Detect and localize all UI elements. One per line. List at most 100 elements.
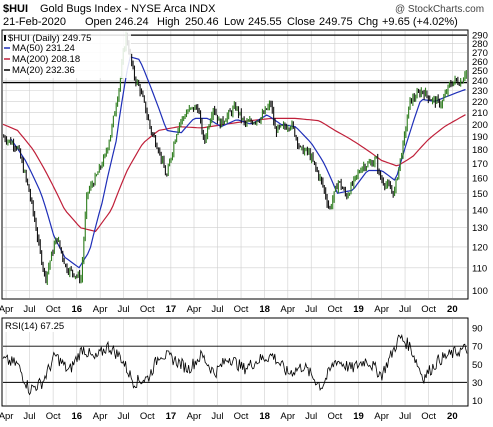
ma200-line <box>2 114 466 233</box>
price-tick-label: 130 <box>472 223 488 234</box>
x-tick-label: Jul <box>23 411 35 422</box>
rsi-tick-label: 70 <box>472 342 483 353</box>
ma50-line-group <box>10 56 466 269</box>
symbol-label: $HUI <box>3 3 28 15</box>
legend-label: MA(20) 232.36 <box>12 65 75 76</box>
price-tick-label: 180 <box>472 145 488 156</box>
rsi-label: RSI(14) 67.25 <box>5 321 64 332</box>
rsi-tick-label: 10 <box>472 396 483 407</box>
x-tick-label: Oct <box>421 411 436 422</box>
x-axis-top: Apr Jul Oct 16 Apr Jul Oct 17 Apr Jul Oct 18 Apr Jul O… <box>0 304 458 315</box>
rsi-tick-label: 30 <box>472 378 483 389</box>
price-panel: 1001101201301401501601701801902002102202… <box>1 29 488 300</box>
price-tick-label: 200 <box>472 120 488 131</box>
x-axis-bottom: Apr Jul Oct 16 Apr Jul Oct 17 Apr Jul Oct 18 Apr Jul O… <box>0 411 458 422</box>
x-tick-label: Oct <box>140 411 155 422</box>
open-label: Open <box>85 16 112 28</box>
rsi-reference-lines <box>3 345 467 383</box>
legend-item-price: $HUI (Daily) 249.75 <box>4 33 91 44</box>
price-tick-label: 170 <box>472 159 488 170</box>
price-tick-label: 120 <box>472 242 488 253</box>
x-tick-label: Jul <box>117 411 129 422</box>
x-tick-label: 20 <box>447 304 458 315</box>
x-tick-label: 19 <box>353 304 364 315</box>
price-tick-label: 220 <box>472 97 488 108</box>
close-label: Close <box>287 16 315 28</box>
rsi-line <box>2 333 468 396</box>
price-tick-label: 230 <box>472 86 488 97</box>
x-tick-label: 16 <box>71 411 82 422</box>
legend-item-ma200: MA(200) 208.18 <box>4 54 80 65</box>
legend: $HUI (Daily) 249.75 MA(50) 231.24 MA(200… <box>3 31 131 78</box>
x-tick-label: Apr <box>374 411 389 422</box>
x-tick-label: 17 <box>166 304 177 315</box>
price-tick-label: 140 <box>472 205 488 216</box>
x-tick-label: Oct <box>234 411 249 422</box>
high-label: High <box>157 16 180 28</box>
legend-label: $HUI (Daily) 249.75 <box>8 33 91 44</box>
rsi-panel-frame <box>1 317 469 407</box>
legend-swatch <box>4 35 6 41</box>
x-tick-label: Jul <box>305 304 317 315</box>
x-tick-label: Jul <box>211 411 223 422</box>
x-tick-label: 16 <box>71 304 82 315</box>
high-value: 250.46 <box>185 16 219 28</box>
rsi-tick-label: 50 <box>472 360 483 371</box>
price-tick-label: 290 <box>472 31 488 42</box>
legend-item-ma50: MA(50) 231.24 <box>4 43 75 54</box>
chg-label: Chg <box>358 16 378 28</box>
x-tick-label: Apr <box>93 304 108 315</box>
x-tick-label: Oct <box>46 411 61 422</box>
rsi-line-group <box>2 333 468 396</box>
x-tick-label: Apr <box>280 304 295 315</box>
price-tick-label: 150 <box>472 189 488 200</box>
ma200-line-group <box>2 114 466 233</box>
legend-label: MA(200) 208.18 <box>12 54 80 65</box>
watermark: @ StockCharts.com <box>395 4 484 15</box>
x-tick-label: Oct <box>421 304 436 315</box>
chart-header: $HUI Gold Bugs Index - NYSE Arca INDX @ … <box>3 3 484 28</box>
x-tick-label: Jul <box>23 304 35 315</box>
rsi-tick-label: 90 <box>472 324 483 335</box>
x-tick-label: Jul <box>117 304 129 315</box>
rsi-label-box <box>3 319 73 332</box>
x-tick-label: Apr <box>187 411 202 422</box>
x-tick-label: Oct <box>234 304 249 315</box>
price-tick-label: 250 <box>472 66 488 77</box>
x-tick-label: Apr <box>280 411 295 422</box>
x-tick-label: Jul <box>399 304 411 315</box>
price-tick-label: 110 <box>472 263 487 274</box>
low-value: 245.55 <box>248 16 282 28</box>
x-tick-label: 17 <box>166 411 177 422</box>
index-name: Gold Bugs Index - NYSE Arca INDX <box>40 3 216 15</box>
price-tick-label: 160 <box>472 173 488 184</box>
x-tick-label: Jul <box>211 304 223 315</box>
price-grid <box>3 31 467 298</box>
rsi-panel: 10 30 50 70 90 RSI(14) 67.25 <box>1 317 483 407</box>
x-tick-label: Oct <box>327 411 342 422</box>
x-tick-label: Oct <box>46 304 61 315</box>
x-tick-label: Apr <box>374 304 389 315</box>
x-tick-label: Apr <box>187 304 202 315</box>
ma50-line <box>10 56 466 269</box>
price-tick-label: 280 <box>472 39 488 50</box>
low-label: Low <box>224 16 244 28</box>
x-tick-label: Apr <box>93 411 108 422</box>
x-tick-label: Jul <box>305 411 317 422</box>
x-tick-label: Oct <box>327 304 342 315</box>
x-tick-label: Apr <box>0 411 13 422</box>
chg-value: +9.65 (+4.02%) <box>382 16 458 28</box>
x-tick-label: 20 <box>447 411 458 422</box>
open-value: 246.24 <box>115 16 149 28</box>
legend-label: MA(50) 231.24 <box>12 43 75 54</box>
price-tick-label: 210 <box>472 108 488 119</box>
rsi-y-axis: 10 30 50 70 90 <box>472 324 483 407</box>
price-tick-label: 260 <box>472 57 488 68</box>
x-tick-label: Jul <box>399 411 411 422</box>
date-label: 21-Feb-2020 <box>3 16 66 28</box>
close-value: 249.75 <box>319 16 353 28</box>
price-tick-label: 190 <box>472 132 488 143</box>
legend-item-ma20: MA(20) 232.36 <box>4 65 75 76</box>
legend-box <box>3 31 131 78</box>
